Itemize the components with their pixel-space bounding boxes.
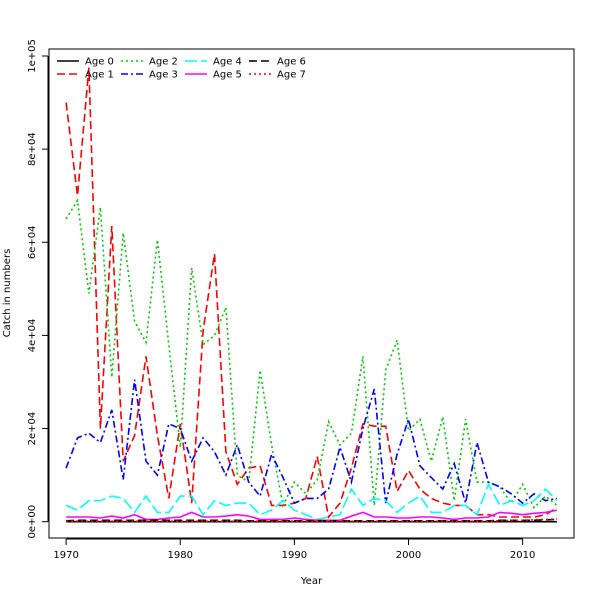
y-axis-label: Catch in numbers	[2, 249, 13, 338]
x-tick-label: 1970	[53, 550, 78, 561]
legend-label: Age 4	[213, 57, 242, 68]
legend-label: Age 7	[277, 70, 306, 81]
legend-label: Age 6	[277, 57, 306, 68]
series-line-age-2	[65, 198, 558, 510]
series-line-age-7	[66, 518, 557, 523]
y-axis: 0e+00 2e+04 4e+04 6e+04 8e+04 1e+05	[27, 39, 49, 539]
legend-label: Age 0	[85, 57, 114, 68]
x-axis: 1970 1980 1990 2000 2010	[53, 538, 535, 561]
legend-label: Age 5	[213, 70, 242, 81]
x-tick-label: 1980	[168, 550, 193, 561]
series-layer	[65, 67, 558, 523]
series-line-age-5	[66, 509, 558, 522]
legend-label: Age 1	[85, 70, 114, 81]
y-tick-label: 2e+04	[27, 412, 38, 446]
series-line-age-4	[65, 482, 558, 521]
y-tick-label: 6e+04	[27, 225, 38, 259]
series-line-age-1	[65, 67, 558, 519]
x-tick-label: 2000	[396, 550, 421, 561]
y-tick-label: 4e+04	[27, 319, 38, 353]
x-tick-label: 1990	[282, 550, 307, 561]
legend-label: Age 2	[149, 57, 178, 68]
legend: Age 0 Age 1 Age 2 Age 3 Age 4 Age 5 Age 6 Age 7	[57, 57, 306, 81]
y-tick-label: 0e+00	[27, 505, 38, 539]
y-tick-label: 1e+05	[27, 39, 38, 73]
plot-frame	[48, 48, 575, 539]
x-tick-label: 2010	[510, 550, 535, 561]
legend-label: Age 3	[149, 70, 178, 81]
y-tick-label: 8e+04	[27, 132, 38, 166]
x-axis-label: Year	[300, 576, 323, 587]
series-line-age-3	[65, 379, 558, 505]
